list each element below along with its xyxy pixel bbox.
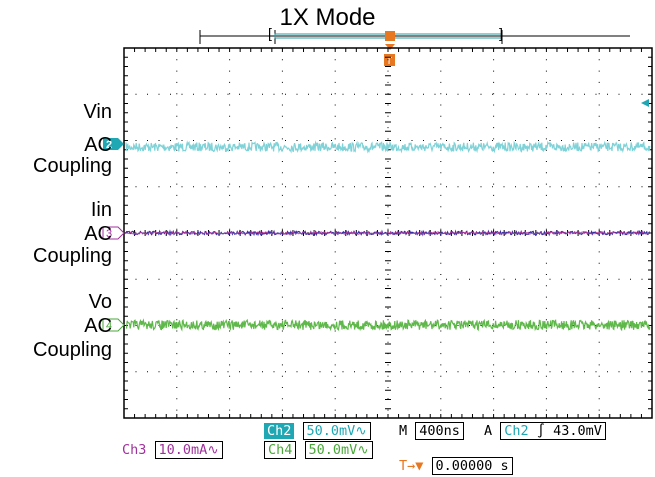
timebase-prefix: M [399, 423, 408, 439]
trigger-position-readout[interactable]: T→▼ 0.00000 s [399, 457, 513, 475]
ch3-label-line-1: Iin [90, 199, 112, 221]
ch3-scale: 10.0mA [158, 442, 208, 458]
ch4-label-line-1: Vo [88, 291, 112, 313]
ch4-trace [125, 318, 651, 332]
trigger-position-icon: T→▼ [399, 458, 424, 474]
ch2-readout[interactable]: Ch2 50.0mV∿ [264, 422, 371, 440]
ac-coupling-icon: ∿ [207, 442, 219, 458]
ch4-readout[interactable]: Ch4 50.0mV∿ [264, 441, 373, 459]
trigger-level: 43.0mV [553, 423, 602, 439]
acq-prefix: A [484, 423, 493, 439]
svg-text:[: [ [268, 25, 272, 41]
ch4-marker[interactable]: 4 [102, 318, 125, 332]
ch4-scale: 50.0mV [308, 442, 358, 458]
ch2-scale: 50.0mV [306, 423, 356, 439]
ch2-marker[interactable]: 2 [103, 138, 124, 151]
trigger-source: Ch2 [504, 423, 529, 439]
trigger-position-marker[interactable]: T [384, 31, 395, 67]
trigger-slope-icon: ∫ [536, 423, 545, 439]
svg-text:T: T [386, 56, 392, 67]
svg-text:4: 4 [106, 320, 112, 332]
ch3-trace [125, 229, 651, 237]
page-title: 1X Mode [279, 4, 376, 31]
trigger-level-arrow[interactable] [641, 99, 649, 107]
ch4-label-line-3: Coupling [33, 339, 112, 361]
svg-text:3: 3 [106, 228, 112, 240]
ch3-marker[interactable]: 3 [102, 226, 125, 240]
ch2-name: Ch2 [264, 423, 295, 439]
ch2-label-line-2: AC [84, 134, 112, 156]
ch2-trace [125, 140, 651, 154]
ch3-label-line-3: Coupling [33, 245, 112, 267]
record-bar: [ ] [199, 25, 630, 44]
ac-coupling-icon: ∿ [357, 442, 369, 458]
ac-coupling-icon: ∿ [355, 423, 367, 439]
ch2-label-line-1: Vin [83, 101, 112, 123]
trigger-position-value: 0.00000 s [431, 457, 513, 475]
ch3-trace-overlay [125, 231, 650, 235]
ch3-name: Ch3 [122, 442, 147, 458]
ch3-readout[interactable]: Ch3 10.0mA∿ [122, 441, 223, 459]
svg-text:]: ] [499, 25, 503, 41]
ch4-name: Ch4 [268, 442, 293, 458]
ch4-label-line-2: AC [84, 315, 112, 337]
svg-text:2: 2 [106, 139, 112, 151]
timebase-value: 400ns [415, 422, 464, 440]
timebase-readout[interactable]: M 400ns [399, 422, 464, 440]
trigger-readout[interactable]: A Ch2 ∫ 43.0mV [484, 422, 606, 440]
ch3-label-line-2: AC [84, 223, 112, 245]
ch2-label-line-3: Coupling [33, 155, 112, 177]
